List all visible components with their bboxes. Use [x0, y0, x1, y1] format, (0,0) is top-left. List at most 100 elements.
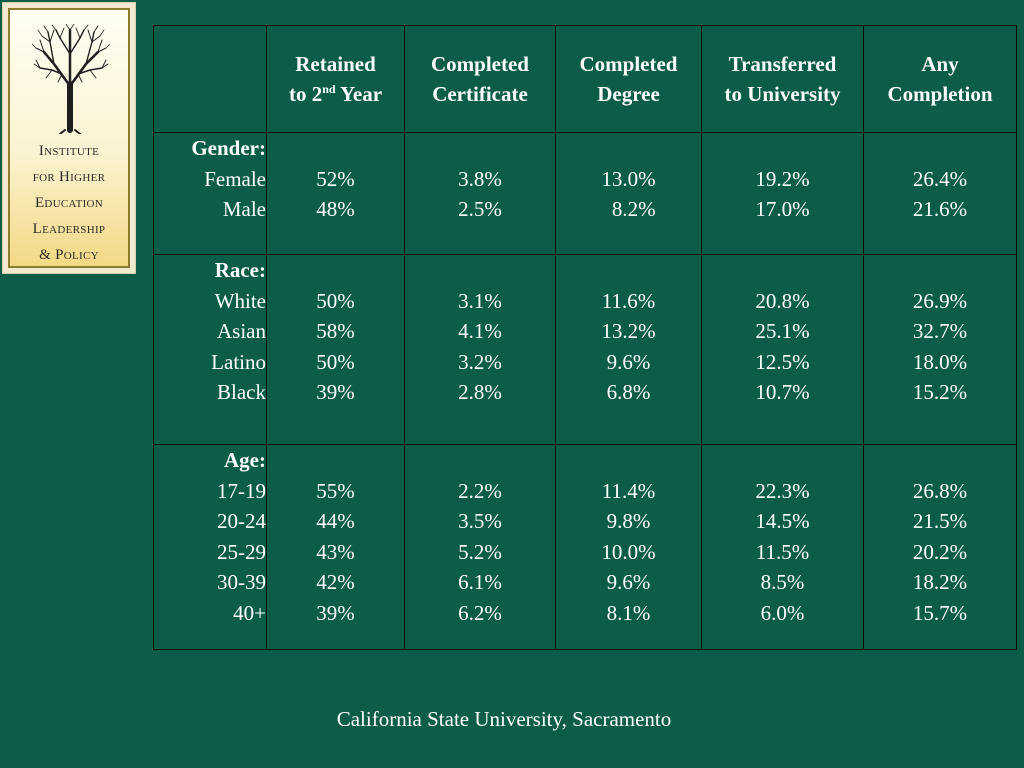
value: 12.5% — [755, 349, 810, 374]
row-label: Female — [204, 166, 266, 191]
gender-retained-cell: 52% 48% — [266, 132, 405, 255]
row-label: 30-39 — [217, 570, 266, 594]
value: 2.2% — [458, 478, 502, 503]
row-label: Black — [217, 380, 266, 404]
race-transferred-cell: 20.8% 25.1% 12.5% 10.7% — [701, 254, 864, 445]
value: 11.4% — [601, 478, 656, 503]
logo-line: & Policy — [39, 247, 99, 263]
header-text: Any — [921, 51, 959, 76]
value: 39% — [316, 380, 355, 404]
value: 14.5% — [755, 509, 810, 533]
header-text: Completed — [579, 51, 678, 76]
header-any-completion: Any Completion — [863, 25, 1017, 133]
logo-line: Education — [34, 195, 104, 211]
logo-line: Leadership — [32, 221, 106, 237]
logo-line: Institute — [38, 143, 100, 159]
value: 26.9% — [912, 288, 968, 313]
age-transferred-cell: 22.3% 14.5% 11.5% 8.5% 6.0% — [701, 444, 864, 650]
group-title-gender: Gender: — [191, 136, 266, 160]
value: 4.1% — [458, 319, 502, 343]
value: 50% — [316, 288, 355, 313]
race-certificate-cell: 3.1% 4.1% 3.2% 2.8% — [404, 254, 556, 445]
age-retained-cell: 55% 44% 43% 42% 39% — [266, 444, 405, 650]
value: 2.8% — [458, 380, 502, 404]
header-row: Retained to 2nd Year Completed Certifica… — [153, 25, 1017, 133]
value: 8.1% — [606, 600, 651, 625]
value: 20.2% — [912, 539, 968, 564]
value: 10.7% — [755, 380, 810, 404]
header-superscript: nd — [322, 82, 336, 96]
header-text: Completion — [887, 82, 993, 106]
header-retained: Retained to 2nd Year — [266, 25, 405, 133]
header-blank-cell — [153, 25, 267, 133]
value: 6.2% — [458, 600, 502, 625]
header-certificate: Completed Certificate — [404, 25, 556, 133]
value: 18.2% — [912, 570, 968, 594]
age-certificate-cell: 2.2% 3.5% 5.2% 6.1% 6.2% — [404, 444, 556, 650]
value: 3.1% — [458, 288, 502, 313]
header-text: to University — [724, 82, 841, 106]
row-label: Male — [222, 197, 266, 221]
header-text: Year — [335, 82, 383, 106]
value: 11.6% — [601, 288, 656, 313]
value: 3.8% — [458, 166, 502, 191]
value: 3.5% — [458, 509, 502, 533]
value: 48% — [316, 197, 355, 221]
tree-icon — [32, 24, 110, 134]
age-degree-cell: 11.4% 9.8% 10.0% 9.6% 8.1% — [555, 444, 702, 650]
row-label: 20-24 — [217, 509, 266, 533]
race-any-cell: 26.9% 32.7% 18.0% 15.2% — [863, 254, 1017, 445]
header-text: Transferred — [728, 51, 837, 76]
value: 6.8% — [606, 380, 651, 404]
value: 52% — [316, 166, 355, 191]
value: 8.5% — [760, 570, 805, 594]
footer-text: California State University, Sacramento — [336, 707, 672, 731]
value: 6.0% — [760, 600, 805, 625]
value: 9.6% — [606, 570, 651, 594]
value: 19.2% — [755, 166, 810, 191]
header-degree: Completed Degree — [555, 25, 702, 133]
age-any-cell: 26.8% 21.5% 20.2% 18.2% 15.7% — [863, 444, 1017, 650]
race-labels-cell: Race: White Asian Latino Black — [153, 254, 267, 445]
value: 20.8% — [755, 288, 810, 313]
value: 42% — [316, 570, 355, 594]
value: 6.1% — [458, 570, 502, 594]
logo-frame: Institute for Higher Education Leadershi… — [8, 8, 130, 268]
age-group-row: Age: 17-19 20-24 25-29 30-39 40+ 55% 44%… — [153, 444, 1017, 650]
value: 22.3% — [755, 478, 810, 503]
value: 13.0% — [601, 166, 656, 191]
header-text: Retained — [295, 51, 376, 76]
value: 15.7% — [912, 600, 968, 625]
logo-text: Institute for Higher Education Leadershi… — [10, 138, 128, 268]
value: 26.4% — [912, 166, 968, 191]
age-labels-cell: Age: 17-19 20-24 25-29 30-39 40+ — [153, 444, 267, 650]
gender-any-cell: 26.4% 21.6% — [863, 132, 1017, 255]
value: 9.8% — [606, 509, 651, 533]
value: 44% — [316, 509, 355, 533]
gender-group-row: Gender: Female Male 52% 48% 3.8% 2.5% 13… — [153, 132, 1017, 255]
completion-rates-table: Retained to 2nd Year Completed Certifica… — [153, 25, 1017, 650]
value: 21.6% — [912, 197, 968, 221]
value: 26.8% — [912, 478, 968, 503]
value: 58% — [316, 319, 355, 343]
gender-degree-cell: 13.0% 8.2% — [555, 132, 702, 255]
value: 10.0% — [601, 539, 656, 564]
header-text: Completed — [431, 51, 529, 76]
value: 5.2% — [458, 539, 502, 564]
value: 18.0% — [912, 349, 968, 374]
value: 32.7% — [912, 319, 968, 343]
group-title-age: Age: — [224, 448, 266, 472]
value: 50% — [316, 349, 355, 374]
value: 55% — [316, 478, 355, 503]
row-label: Latino — [211, 349, 266, 374]
value: 43% — [316, 539, 355, 564]
value: 2.5% — [458, 197, 502, 221]
group-title-race: Race: — [214, 258, 266, 282]
value: 11.5% — [755, 539, 810, 564]
value: 15.2% — [912, 380, 968, 404]
value: 9.6% — [606, 349, 651, 374]
value: 39% — [316, 600, 355, 625]
value: 13.2% — [601, 319, 656, 343]
institute-logo: Institute for Higher Education Leadershi… — [2, 2, 136, 274]
value: 8.2% — [601, 197, 656, 221]
